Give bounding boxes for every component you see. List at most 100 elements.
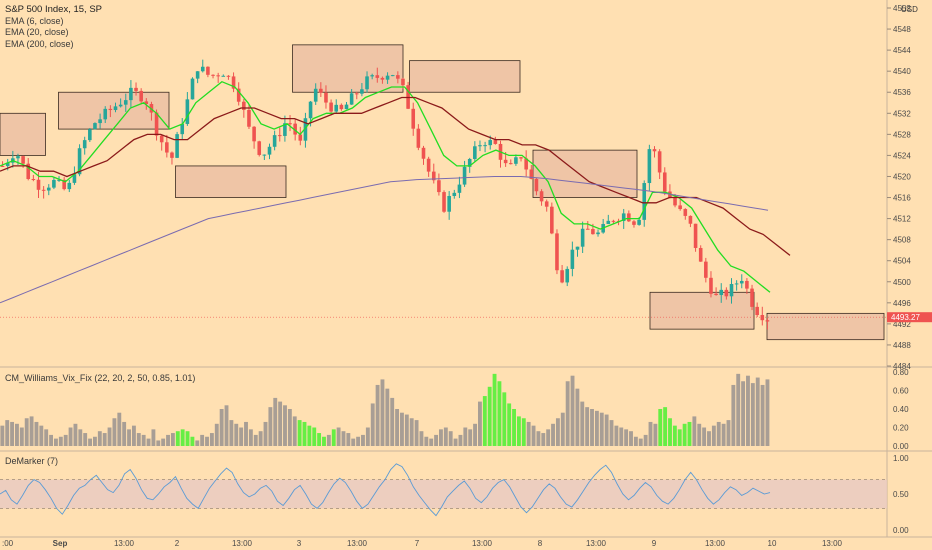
supply-demand-zone bbox=[292, 44, 404, 93]
candle-body bbox=[308, 101, 313, 119]
vix-fix-bar bbox=[380, 379, 385, 446]
candle-body bbox=[365, 76, 369, 90]
vix-fix-bar bbox=[214, 423, 219, 446]
vix-fix-bar bbox=[633, 436, 638, 446]
candle-body bbox=[72, 174, 77, 183]
candle-body bbox=[226, 75, 231, 77]
candle-body bbox=[159, 135, 164, 143]
y-tick-label: 4532 bbox=[893, 109, 911, 118]
candle-body bbox=[149, 104, 154, 113]
candle-body bbox=[298, 134, 303, 141]
vix-fix-bar bbox=[541, 433, 546, 446]
y-tick-label: 4512 bbox=[893, 215, 911, 224]
vix-fix-bar bbox=[234, 423, 239, 446]
candle-body bbox=[698, 247, 703, 262]
vix-fix-bar bbox=[326, 434, 331, 446]
demarker-y-tick-label: 0.00 bbox=[893, 526, 909, 535]
vix-fix-bar bbox=[317, 433, 322, 446]
candle-body bbox=[319, 88, 323, 93]
candle-body bbox=[739, 280, 744, 284]
candle-body bbox=[293, 123, 297, 135]
vix-fix-bar bbox=[151, 429, 156, 446]
vix-fix-bar bbox=[283, 405, 287, 446]
vix-y-tick-label: 0.80 bbox=[893, 368, 909, 377]
candle-body bbox=[134, 87, 138, 91]
vix-fix-bar bbox=[439, 429, 443, 446]
vix-fix-bar bbox=[741, 381, 746, 446]
candle-body bbox=[704, 261, 708, 278]
vix-fix-bar bbox=[429, 438, 434, 446]
vix-fix-bar bbox=[570, 375, 575, 446]
candle-body bbox=[529, 169, 534, 179]
candle-body bbox=[488, 140, 493, 146]
demarker-y-tick-label: 0.50 bbox=[893, 490, 909, 499]
candle-body bbox=[236, 88, 241, 102]
candle-body bbox=[26, 163, 31, 180]
candle-body bbox=[46, 187, 51, 191]
candle-body bbox=[683, 209, 688, 216]
vix-fix-bar bbox=[356, 436, 361, 446]
currency-label: USD bbox=[901, 5, 918, 14]
vix-y-tick-label: 0.00 bbox=[893, 442, 909, 451]
vix-fix-bar bbox=[297, 420, 302, 446]
vix-fix-bar bbox=[585, 407, 590, 446]
vix-fix-bar bbox=[726, 420, 731, 446]
candle-body bbox=[570, 249, 575, 269]
vix-fix-bar bbox=[653, 423, 658, 446]
candle-body bbox=[52, 179, 56, 188]
candle-body bbox=[77, 148, 82, 175]
vix-fix-bar bbox=[161, 438, 166, 446]
vix-fix-bar bbox=[10, 421, 15, 446]
vix-fix-bar bbox=[68, 427, 73, 446]
candle-body bbox=[41, 189, 46, 191]
vix-fix-bar bbox=[92, 436, 97, 446]
vix-fix-bar bbox=[731, 384, 736, 446]
x-tick-label: 7 bbox=[415, 539, 420, 548]
vix-fix-bar bbox=[112, 418, 117, 446]
candle-body bbox=[170, 152, 174, 158]
vix-fix-bar bbox=[468, 429, 473, 446]
vix-fix-bar bbox=[44, 429, 49, 446]
vix-fix-bar bbox=[63, 434, 68, 446]
candle-body bbox=[288, 123, 292, 125]
vix-fix-bar bbox=[97, 431, 102, 446]
candle-body bbox=[457, 184, 462, 193]
vix-fix-bar bbox=[107, 427, 112, 446]
y-tick-label: 4540 bbox=[893, 67, 911, 76]
candle-body bbox=[16, 156, 20, 159]
vix-fix-bar bbox=[385, 388, 390, 446]
candle-body bbox=[113, 106, 118, 111]
candle-body bbox=[580, 228, 585, 247]
candle-body bbox=[242, 101, 246, 110]
vix-y-tick-label: 0.20 bbox=[893, 424, 909, 433]
vix-fix-bar bbox=[370, 403, 375, 446]
vix-fix-bar bbox=[692, 416, 697, 446]
candle-body bbox=[277, 135, 282, 137]
candle-body bbox=[98, 119, 102, 124]
candle-body bbox=[534, 178, 539, 192]
vix-fix-bar bbox=[24, 418, 29, 446]
vix-fix-bar bbox=[185, 431, 190, 446]
vix-fix-bar bbox=[721, 423, 726, 446]
y-tick-label: 4552 bbox=[893, 4, 911, 13]
candle-body bbox=[524, 158, 528, 170]
vix-fix-bar bbox=[619, 427, 624, 446]
vix-fix-bar bbox=[526, 421, 531, 446]
candle-body bbox=[473, 146, 477, 159]
vix-fix-bar bbox=[746, 375, 750, 446]
candle-body bbox=[709, 277, 713, 294]
vix-fix-bar bbox=[400, 412, 404, 446]
y-tick-label: 4484 bbox=[893, 362, 911, 371]
vix-fix-bar bbox=[19, 427, 24, 446]
vix-fix-bar bbox=[555, 418, 560, 446]
vix-fix-bar bbox=[39, 425, 44, 446]
candle-body bbox=[437, 180, 441, 193]
candle-body bbox=[36, 179, 41, 190]
candle-body bbox=[390, 75, 395, 77]
y-tick-label: 4488 bbox=[893, 341, 911, 350]
vix-fix-bar bbox=[765, 379, 770, 446]
candle-body bbox=[344, 104, 349, 110]
vix-fix-bar bbox=[346, 433, 351, 446]
x-tick-label: 13:00 bbox=[114, 539, 135, 548]
